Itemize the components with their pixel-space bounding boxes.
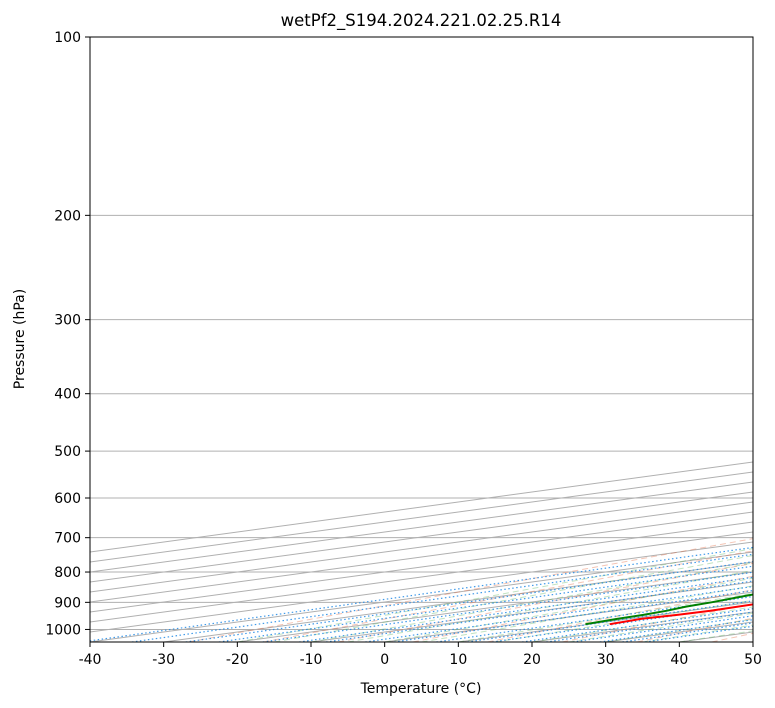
x-tick-label: 30 bbox=[597, 652, 615, 668]
isotherm-line bbox=[90, 471, 753, 563]
moist-adiabat-line bbox=[421, 585, 753, 642]
mixing-ratio-line bbox=[131, 553, 753, 642]
isotherm-line bbox=[90, 481, 753, 573]
y-tick-label: 900 bbox=[54, 595, 81, 611]
chart-title: wetPf2_S194.2024.221.02.25.R14 bbox=[281, 11, 562, 31]
x-tick-label: -10 bbox=[300, 652, 323, 668]
isotherm-line bbox=[90, 491, 753, 583]
y-tick-label: 700 bbox=[54, 531, 81, 547]
y-axis-label: Pressure (hPa) bbox=[12, 289, 28, 389]
x-tick-label: 40 bbox=[670, 652, 688, 668]
x-axis-ticks: -40 -30 -20 -10 0 10 20 30 40 50 bbox=[79, 642, 762, 668]
mixing-ratio-line bbox=[522, 608, 753, 642]
background-lines bbox=[90, 37, 753, 642]
y-tick-label: 400 bbox=[54, 387, 81, 403]
x-tick-label: -30 bbox=[152, 652, 175, 668]
x-tick-label: 50 bbox=[744, 652, 762, 668]
mixing-ratio-line bbox=[90, 546, 753, 642]
moist-adiabat-line bbox=[237, 548, 753, 642]
isotherm-line bbox=[90, 501, 753, 593]
x-tick-label: 0 bbox=[380, 652, 389, 668]
dry-adiabat-line bbox=[188, 538, 753, 642]
plot-frame bbox=[89, 36, 754, 643]
isotherm-line bbox=[90, 511, 753, 603]
moist-adiabat-line bbox=[347, 569, 753, 642]
x-tick-label: 10 bbox=[449, 652, 467, 668]
dry-adiabat-line bbox=[338, 562, 753, 642]
y-tick-label: 300 bbox=[54, 313, 81, 329]
x-tick-label: -20 bbox=[226, 652, 249, 668]
isotherm-line bbox=[90, 521, 753, 613]
isotherm-line bbox=[90, 531, 753, 623]
mixing-ratio-line bbox=[467, 600, 753, 642]
dry-adiabat-line bbox=[412, 575, 753, 642]
y-tick-label: 600 bbox=[54, 491, 81, 507]
x-tick-label: -40 bbox=[79, 652, 102, 668]
y-tick-label: 800 bbox=[54, 565, 81, 581]
mixing-ratio-line bbox=[185, 561, 753, 642]
mixing-ratio-line bbox=[492, 603, 753, 642]
y-tick-label: 1000 bbox=[45, 622, 81, 638]
y-axis-ticks: 100 200 300 400 500 600 700 800 900 1000 bbox=[45, 30, 90, 638]
y-tick-label: 200 bbox=[54, 208, 81, 224]
y-tick-label: 100 bbox=[54, 30, 81, 46]
isotherm-line bbox=[90, 461, 753, 553]
x-tick-label: 20 bbox=[523, 652, 541, 668]
mixing-ratio-line bbox=[436, 595, 753, 642]
x-axis-label: Temperature (°C) bbox=[360, 681, 482, 697]
y-tick-label: 500 bbox=[54, 444, 81, 460]
